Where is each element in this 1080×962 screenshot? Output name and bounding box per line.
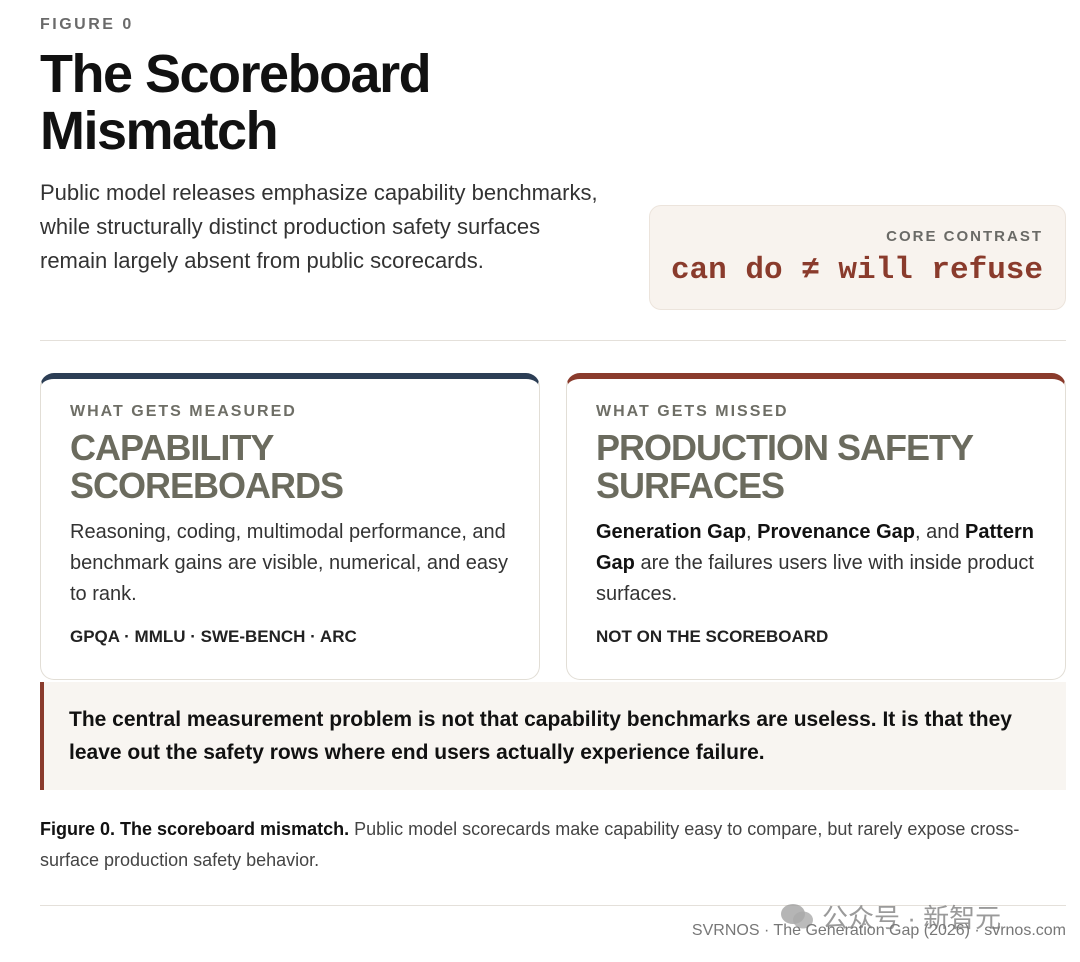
card-heading: CAPABILITY SCOREBOARDS (70, 427, 344, 506)
title: The Scoreboard Mismatch (40, 44, 432, 161)
callout: The central measurement problem is not t… (40, 682, 1066, 790)
divider (40, 340, 1066, 341)
card-body-text: Reasoning, coding, multimodal performanc… (70, 521, 508, 605)
card-kicker: WHAT GETS MEASURED (70, 403, 297, 420)
contrast-text: can do ≠ will refuse (670, 253, 1043, 288)
card-body-strong: Pattern Gap (596, 521, 1034, 574)
card-body-strong: Provenance Gap (757, 521, 915, 543)
card-body: Generation Gap, Provenance Gap, and Patt… (596, 517, 1037, 610)
card-footer: GPQA · MMLU · SWE-BENCH · ARC (70, 627, 357, 646)
watermark-text: 公众号 · 新智元 (822, 903, 1002, 933)
caption-lead: Figure 0. The scoreboard mismatch. (40, 819, 350, 839)
card-body: Reasoning, coding, multimodal performanc… (70, 517, 511, 610)
card-body-text: are the failures users live with inside … (596, 552, 1034, 605)
card-footer: NOT ON THE SCOREBOARD (596, 627, 829, 646)
footer: SVRNOS · The Generation Gap (2026) · svr… (691, 922, 1066, 939)
wechat-icon (781, 903, 813, 928)
card: WHAT GETS MEASURED CAPABILITY SCOREBOARDS… (40, 373, 540, 680)
divider (40, 905, 1066, 906)
core-contrast: CORE CONTRAST can do ≠ will refuse (649, 205, 1066, 310)
card-body-text: , and (915, 521, 966, 543)
contrast-label: CORE CONTRAST (886, 228, 1043, 245)
figure-label: FIGURE 0 (40, 16, 134, 33)
card-kicker: WHAT GETS MISSED (596, 403, 789, 420)
card-body-strong: Generation Gap (596, 521, 747, 543)
card: WHAT GETS MISSED PRODUCTION SAFETY SURFAC… (566, 373, 1066, 680)
intro: Public model releases emphasize capabili… (40, 180, 598, 273)
caption-text: Public model scorecards make capability … (40, 819, 1020, 870)
caption: Figure 0. The scoreboard mismatch. Publi… (40, 814, 1070, 876)
watermark: 公众号 · 新智元 (780, 898, 1001, 935)
card-heading: PRODUCTION SAFETY SURFACES (596, 427, 973, 506)
card-body-text: , (746, 521, 758, 543)
